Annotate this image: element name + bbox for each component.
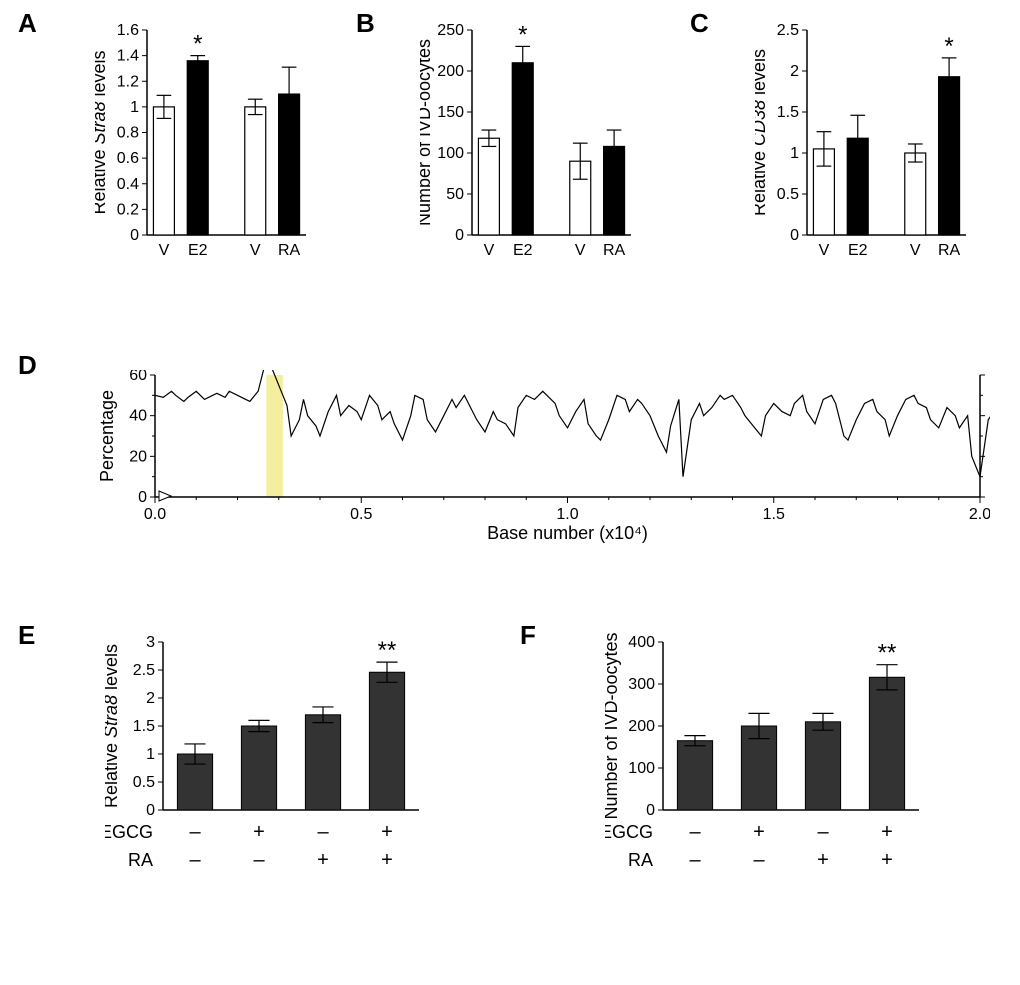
svg-text:+: + xyxy=(881,821,893,843)
svg-text:+: + xyxy=(381,849,393,871)
svg-text:100: 100 xyxy=(628,760,655,777)
svg-text:150: 150 xyxy=(437,104,464,121)
svg-text:V: V xyxy=(910,242,921,259)
svg-text:–: – xyxy=(189,821,201,843)
svg-text:EGCG: EGCG xyxy=(105,822,153,842)
svg-text:+: + xyxy=(881,849,893,871)
svg-text:2.5: 2.5 xyxy=(777,22,799,39)
svg-text:+: + xyxy=(381,821,393,843)
svg-text:Number of IVD-oocytes: Number of IVD-oocytes xyxy=(605,632,621,819)
svg-text:2.5: 2.5 xyxy=(133,662,155,679)
svg-text:Relative Stra8 levels: Relative Stra8 levels xyxy=(105,644,121,808)
svg-text:E2: E2 xyxy=(188,242,208,259)
svg-text:Relative Stra8 levels: Relative Stra8 levels xyxy=(95,50,109,214)
svg-text:1.0: 1.0 xyxy=(556,506,578,523)
svg-text:1.6: 1.6 xyxy=(117,22,139,39)
svg-text:1: 1 xyxy=(146,746,155,763)
svg-text:–: – xyxy=(753,849,765,871)
svg-text:0.5: 0.5 xyxy=(777,186,799,203)
svg-text:E2: E2 xyxy=(848,242,868,259)
svg-text:0.0: 0.0 xyxy=(144,506,166,523)
svg-text:300: 300 xyxy=(628,676,655,693)
svg-text:RA: RA xyxy=(128,850,153,870)
svg-text:*: * xyxy=(944,33,953,60)
chart-c: 0 0.5 1 1.5 2 2.5 Relative CD38 levels V E2 V RA * xyxy=(755,20,970,265)
svg-text:V: V xyxy=(484,242,495,259)
chart-f: 0 100 200 300 400 Number of IVD-oocytes ** EGCG… xyxy=(605,630,925,890)
svg-text:+: + xyxy=(317,849,329,871)
svg-text:+: + xyxy=(817,849,829,871)
svg-text:0: 0 xyxy=(455,227,464,244)
svg-text:+: + xyxy=(753,821,765,843)
svg-text:+: + xyxy=(253,821,265,843)
svg-text:RA: RA xyxy=(603,242,626,259)
svg-text:200: 200 xyxy=(437,63,464,80)
panel-label-b: B xyxy=(356,8,375,39)
svg-text:20: 20 xyxy=(129,448,147,465)
svg-text:100: 100 xyxy=(437,145,464,162)
svg-text:0: 0 xyxy=(138,489,147,506)
panel-label-f: F xyxy=(520,620,536,651)
svg-text:200: 200 xyxy=(628,718,655,735)
svg-text:–: – xyxy=(817,821,829,843)
svg-text:–: – xyxy=(317,821,329,843)
svg-text:0: 0 xyxy=(146,802,155,819)
svg-text:40: 40 xyxy=(129,408,147,425)
svg-text:E2: E2 xyxy=(513,242,533,259)
svg-text:V: V xyxy=(575,242,586,259)
svg-text:1: 1 xyxy=(130,99,139,116)
svg-text:RA: RA xyxy=(278,242,301,259)
svg-text:1.5: 1.5 xyxy=(133,718,155,735)
svg-text:3: 3 xyxy=(146,634,155,651)
chart-b: 0 50 100 150 200 250Number of IVD-oocytes V E2 *… xyxy=(420,20,635,265)
panel-label-c: C xyxy=(690,8,709,39)
svg-text:400: 400 xyxy=(628,634,655,651)
svg-text:V: V xyxy=(250,242,261,259)
svg-text:*: * xyxy=(518,21,527,48)
chart-d: 0 20 40 60 0.0 0.5 1.0 1.5 2.0 Percentage Base num… xyxy=(100,370,990,545)
svg-text:2: 2 xyxy=(790,63,799,80)
svg-text:–: – xyxy=(689,821,701,843)
svg-text:1.4: 1.4 xyxy=(117,48,139,65)
svg-text:50: 50 xyxy=(446,186,464,203)
svg-text:0.5: 0.5 xyxy=(350,506,372,523)
svg-text:Relative CD38 levels: Relative CD38 levels xyxy=(755,49,769,216)
svg-text:0: 0 xyxy=(646,802,655,819)
svg-text:0.6: 0.6 xyxy=(117,150,139,167)
svg-text:2: 2 xyxy=(146,690,155,707)
figure: A B C D E F 0 0.2 0.4 0.6 0.8 1 1.2 1.4 1.6 Relat… xyxy=(0,0,1020,985)
svg-text:0.2: 0.2 xyxy=(117,201,139,218)
svg-text:–: – xyxy=(253,849,265,871)
svg-text:1.5: 1.5 xyxy=(763,506,785,523)
svg-text:0.8: 0.8 xyxy=(117,125,139,142)
svg-text:EGCG: EGCG xyxy=(605,822,653,842)
svg-text:RA: RA xyxy=(628,850,653,870)
panel-label-e: E xyxy=(18,620,35,651)
svg-text:**: ** xyxy=(378,637,397,664)
svg-text:0: 0 xyxy=(130,227,139,244)
svg-text:**: ** xyxy=(878,640,897,667)
panel-label-d: D xyxy=(18,350,37,381)
svg-text:250: 250 xyxy=(437,22,464,39)
svg-text:0.5: 0.5 xyxy=(133,774,155,791)
chart-e: 0 0.5 1 1.5 2 2.5 3 Relative Stra8 levels ** EGCG… xyxy=(105,630,425,890)
svg-text:V: V xyxy=(819,242,830,259)
chart-a: 0 0.2 0.4 0.6 0.8 1 1.2 1.4 1.6 Relative Stra8 le… xyxy=(95,20,310,265)
svg-text:1.2: 1.2 xyxy=(117,73,139,90)
svg-text:Percentage: Percentage xyxy=(100,390,117,482)
svg-text:1: 1 xyxy=(790,145,799,162)
svg-text:0: 0 xyxy=(790,227,799,244)
svg-text:1.5: 1.5 xyxy=(777,104,799,121)
svg-text:0.4: 0.4 xyxy=(117,176,139,193)
svg-text:Number of IVD-oocytes: Number of IVD-oocytes xyxy=(420,39,434,226)
svg-text:V: V xyxy=(159,242,170,259)
svg-text:Base number (x10⁴): Base number (x10⁴) xyxy=(487,523,648,543)
panel-label-a: A xyxy=(18,8,37,39)
svg-text:–: – xyxy=(189,849,201,871)
svg-text:–: – xyxy=(689,849,701,871)
svg-text:60: 60 xyxy=(129,370,147,384)
svg-text:*: * xyxy=(193,31,202,58)
svg-text:RA: RA xyxy=(938,242,961,259)
svg-text:2.0: 2.0 xyxy=(969,506,990,523)
